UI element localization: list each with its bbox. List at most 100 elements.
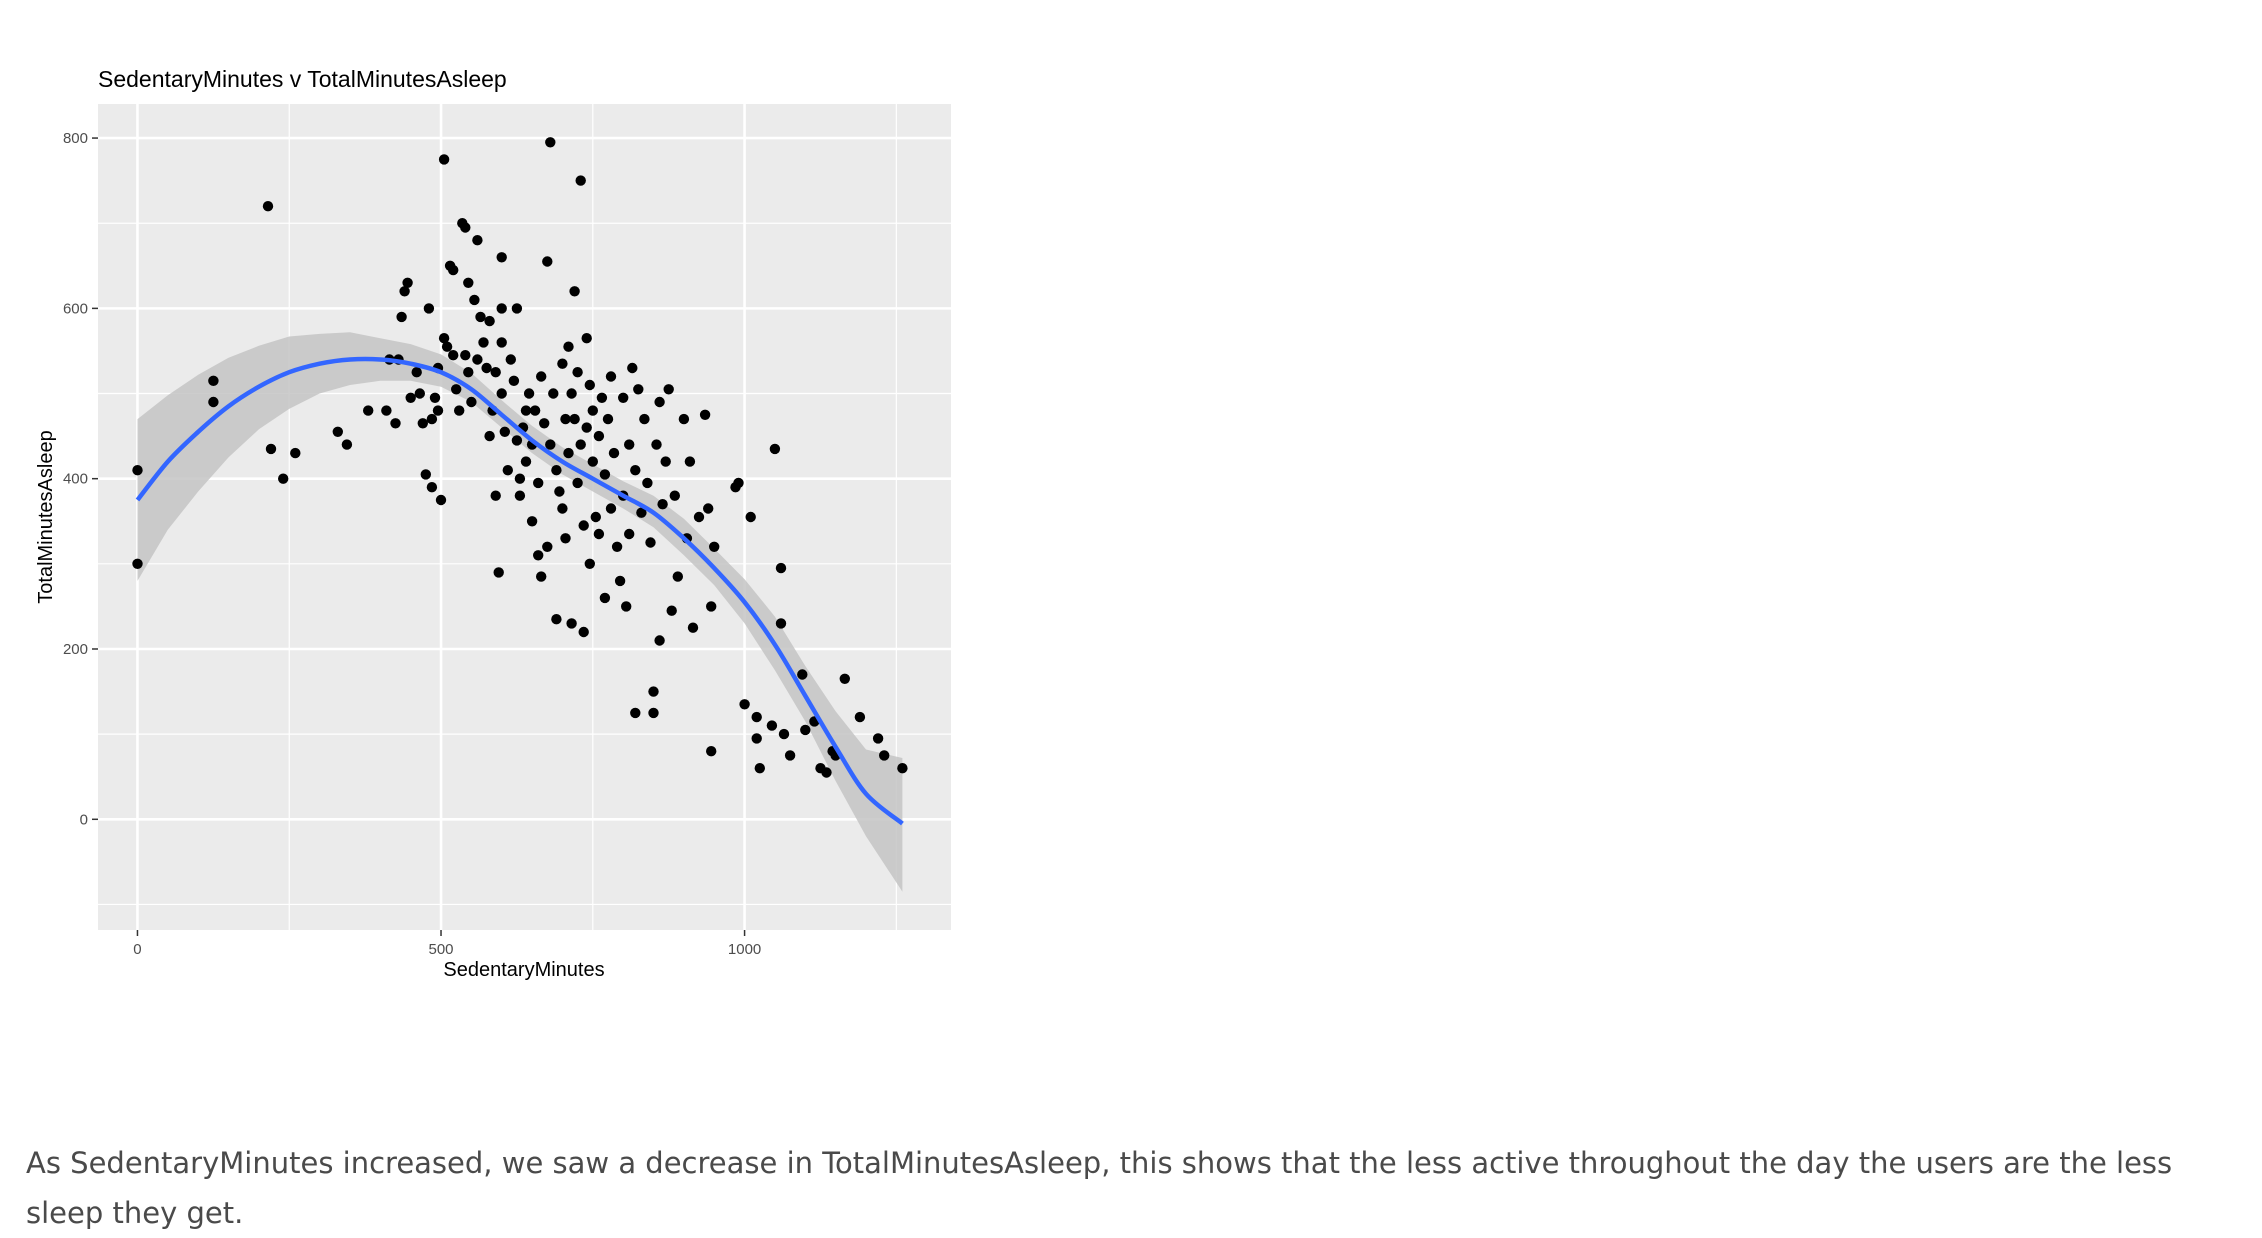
data-point [438,154,450,165]
data-point [672,571,683,582]
data-point [208,396,219,408]
data-point [493,567,504,578]
data-point [733,477,744,489]
data-point [554,486,565,497]
y-axis-label: TotalMinutesAsleep [35,430,57,603]
data-point [569,413,580,425]
data-point [639,413,650,425]
y-tick-label: 400 [63,471,88,488]
scatter-chart: SedentaryMinutes v TotalMinutesAsleep 0 2… [35,66,951,981]
data-point [496,252,507,263]
data-point [636,507,647,518]
data-point [699,409,711,420]
data-point [599,469,611,480]
x-axis-label: SedentaryMinutes [443,959,604,981]
data-point [784,750,796,761]
data-point [496,337,507,348]
data-point [766,720,778,731]
data-point [557,503,568,514]
y-tick-label: 600 [63,300,88,317]
data-point [627,362,638,374]
data-point [706,601,717,612]
data-point [657,499,668,510]
data-point [839,673,850,684]
data-point [490,490,501,501]
data-point [132,465,143,476]
data-point [533,477,544,489]
data-point [596,392,608,403]
data-point [618,392,629,403]
data-point [545,137,556,148]
data-point [645,537,656,548]
data-point [584,558,595,569]
data-point [551,614,562,625]
data-point [569,286,580,297]
data-point [420,469,431,480]
data-point [414,388,425,399]
plot-panel [98,104,951,930]
data-point [578,520,589,531]
data-point [648,686,659,697]
data-point [533,550,544,561]
data-point [605,503,617,514]
data-point [381,405,392,416]
data-point [572,477,583,489]
data-point [745,511,756,523]
x-axis: 0 500 1000 [133,930,761,958]
data-point [545,439,556,450]
data-point [897,763,908,774]
data-point [605,371,617,382]
data-point [800,724,811,736]
data-point [460,222,471,233]
data-point [593,430,605,442]
data-point [399,286,410,297]
data-point [581,422,592,433]
data-point [262,201,274,212]
trend-line [135,356,904,826]
data-point [539,418,550,429]
data-point [821,767,832,778]
data-point [614,575,626,587]
data-point [438,333,450,344]
data-point [484,430,495,442]
data-point [441,341,453,352]
data-point [514,490,526,501]
data-point [499,426,510,437]
data-point [754,763,765,774]
data-point [341,439,353,450]
data-point [511,303,523,314]
data-point [769,443,781,455]
data-point [687,622,699,633]
data-point [797,669,808,680]
data-point [542,541,553,552]
data-point [630,707,641,719]
data-point [332,426,343,437]
data-point [684,456,696,467]
data-point [426,482,438,493]
data-point [536,371,547,382]
data-point [423,303,435,314]
data-point [405,392,416,403]
data-point [630,465,641,476]
data-point [651,439,662,450]
data-point [529,405,541,416]
data-point [563,341,574,352]
data-point [642,477,653,489]
data-point [602,413,614,425]
data-point [581,333,592,344]
data-point [593,528,605,540]
data-point [879,750,890,761]
data-point [514,473,526,484]
data-point [693,511,705,523]
data-point [496,303,507,314]
data-point [751,733,762,744]
data-point [466,396,477,408]
data-point [523,388,535,399]
data-point [472,354,483,365]
data-point [542,256,553,267]
data-point [390,418,401,429]
data-point [429,392,441,403]
x-tick-label: 1000 [728,941,761,958]
data-point [472,235,483,246]
data-point [654,396,665,408]
